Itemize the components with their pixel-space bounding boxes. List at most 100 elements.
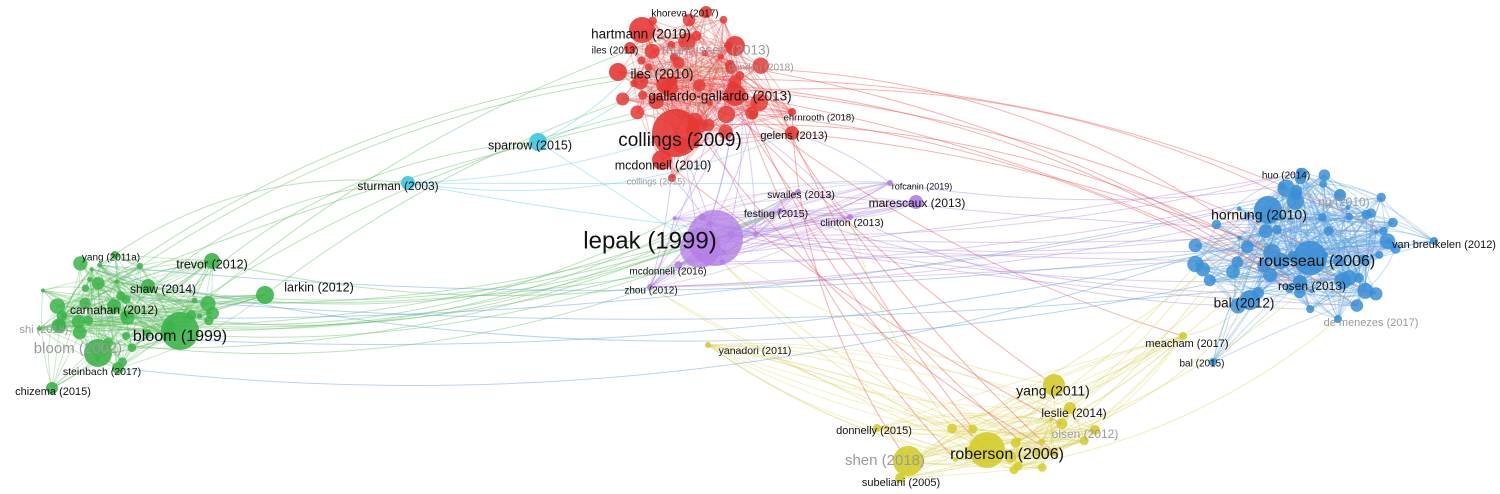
network-edge — [629, 47, 736, 96]
network-node[interactable] — [1043, 374, 1065, 396]
network-node[interactable] — [724, 84, 746, 106]
network-node[interactable] — [624, 42, 636, 54]
network-edge — [125, 212, 1372, 346]
network-node[interactable] — [84, 339, 112, 367]
network-node[interactable] — [609, 63, 627, 81]
network-node[interactable] — [1090, 425, 1100, 435]
network-edge — [876, 414, 1062, 429]
network-edge — [1299, 259, 1364, 294]
network-node[interactable] — [1179, 332, 1187, 340]
network-node-minor — [1288, 253, 1294, 259]
network-node-minor — [669, 53, 679, 62]
network-node[interactable] — [204, 253, 220, 269]
network-node[interactable] — [969, 432, 1005, 468]
network-edge — [649, 208, 1240, 288]
node-label: steinbach (2017) — [63, 366, 141, 378]
network-node[interactable] — [1240, 290, 1260, 310]
network-edge — [622, 44, 672, 100]
network-edge — [723, 252, 1055, 386]
network-edge — [85, 287, 213, 314]
network-node-minor — [630, 105, 645, 120]
network-node[interactable] — [795, 189, 801, 195]
network-edge — [955, 440, 1085, 461]
network-edge — [61, 315, 170, 333]
network-edge — [753, 114, 1290, 290]
network-edge — [125, 260, 213, 337]
network-node-minor — [1052, 451, 1057, 456]
network-node[interactable] — [54, 319, 66, 331]
network-node[interactable] — [1296, 168, 1304, 176]
network-edge — [734, 45, 1056, 454]
network-edge — [707, 344, 878, 429]
network-node[interactable] — [107, 299, 121, 313]
network-node[interactable] — [256, 286, 274, 304]
network-node-minor — [143, 329, 152, 338]
node-label: dundon (2018) — [728, 63, 793, 74]
network-node[interactable] — [1334, 315, 1342, 323]
node-label: shi (2018) — [20, 324, 69, 336]
network-node[interactable] — [725, 60, 735, 70]
network-edge — [649, 218, 676, 288]
network-node[interactable] — [46, 382, 58, 394]
network-node[interactable] — [895, 473, 905, 483]
network-node[interactable] — [529, 133, 547, 151]
network-edge — [1280, 186, 1301, 283]
network-node[interactable] — [893, 446, 923, 476]
network-node-minor — [1226, 264, 1240, 279]
network-node-minor — [136, 262, 144, 270]
network-edge — [699, 84, 1326, 256]
network-node[interactable] — [668, 174, 676, 182]
network-node[interactable] — [725, 36, 745, 56]
network-edge — [730, 67, 793, 113]
network-edge — [97, 283, 119, 369]
network-node[interactable] — [1209, 358, 1217, 366]
network-node[interactable] — [700, 6, 712, 18]
network-node[interactable] — [785, 126, 799, 140]
network-edge — [1337, 216, 1351, 320]
network-node[interactable] — [161, 312, 199, 350]
network-node[interactable] — [652, 109, 700, 157]
network-node[interactable] — [1430, 237, 1438, 245]
network-edge — [707, 344, 953, 429]
network-node[interactable] — [873, 424, 881, 432]
network-node[interactable] — [1293, 275, 1307, 289]
network-node[interactable] — [111, 251, 119, 259]
network-edge — [876, 427, 1015, 471]
network-node[interactable] — [1293, 241, 1327, 275]
network-node[interactable] — [847, 214, 853, 220]
network-node[interactable] — [1064, 402, 1076, 414]
network-edge — [1279, 213, 1350, 218]
node-label: de menezes (2017) — [1324, 317, 1419, 329]
network-node[interactable] — [777, 208, 783, 214]
network-edge — [47, 305, 58, 389]
network-edge — [1247, 214, 1323, 218]
network-edge — [707, 344, 1071, 409]
network-node[interactable] — [629, 17, 655, 43]
network-edge — [622, 98, 710, 106]
network-edge — [1037, 429, 1096, 453]
network-node[interactable] — [705, 342, 711, 348]
network-node-minor — [40, 288, 46, 293]
network-node[interactable] — [141, 279, 155, 293]
network-edge — [1209, 276, 1377, 295]
network-edge — [876, 335, 1184, 429]
network-node-minor — [637, 56, 646, 65]
network-node[interactable] — [401, 176, 415, 190]
network-node-minor — [718, 124, 733, 140]
network-node-minor — [1374, 229, 1379, 234]
network-node[interactable] — [680, 228, 720, 268]
network-node[interactable] — [647, 284, 653, 290]
network-edge — [672, 11, 707, 81]
network-node[interactable] — [788, 108, 796, 116]
network-edge — [85, 287, 213, 315]
network-node[interactable] — [112, 362, 124, 374]
network-edge — [1339, 194, 1346, 263]
network-edge — [755, 191, 799, 235]
network-node[interactable] — [652, 150, 672, 170]
node-label: mcdonnell (2010) — [615, 158, 712, 172]
network-node[interactable] — [1334, 189, 1346, 201]
network-node-minor — [701, 49, 709, 57]
network-node[interactable] — [1254, 196, 1282, 224]
network-node[interactable] — [909, 195, 923, 209]
network-node[interactable] — [887, 180, 893, 186]
